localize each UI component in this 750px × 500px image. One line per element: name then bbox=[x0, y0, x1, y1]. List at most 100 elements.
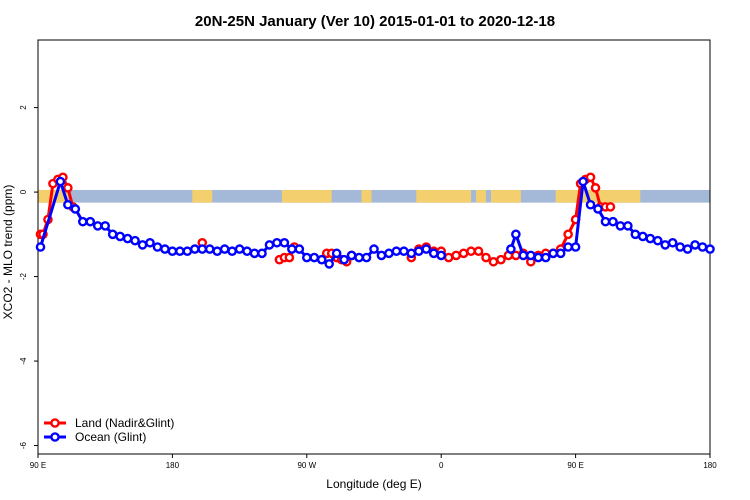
data-point bbox=[638, 231, 648, 242]
data-point bbox=[100, 221, 110, 231]
x-tick-label: 0 bbox=[439, 461, 444, 470]
data-point bbox=[473, 246, 484, 257]
data-point bbox=[563, 242, 573, 252]
legend: Land (Nadir&Glint)Ocean (Glint) bbox=[44, 416, 174, 444]
data-point bbox=[443, 252, 454, 263]
x-axis: 90 E 180 90 W 0 90 E 180 bbox=[30, 454, 717, 470]
y-tick-label: -4 bbox=[19, 357, 28, 365]
data-point bbox=[555, 248, 566, 259]
land-patch bbox=[416, 189, 472, 203]
x-tick-label: 90 E bbox=[567, 461, 583, 470]
data-point bbox=[309, 252, 320, 263]
data-point bbox=[361, 252, 372, 263]
legend-marker bbox=[50, 432, 60, 442]
data-point bbox=[608, 216, 618, 227]
data-point bbox=[623, 221, 633, 231]
chart-title: 20N-25N January (Ver 10) 2015-01-01 to 2… bbox=[195, 13, 555, 30]
data-point bbox=[376, 250, 387, 261]
data-point bbox=[413, 246, 424, 257]
data-point bbox=[145, 237, 155, 248]
data-point bbox=[316, 254, 327, 265]
data-point bbox=[369, 244, 379, 254]
data-point bbox=[242, 246, 252, 257]
data-point bbox=[458, 248, 469, 259]
land-patch bbox=[38, 189, 68, 203]
x-tick-label: 90 E bbox=[30, 461, 46, 470]
data-point bbox=[294, 244, 305, 254]
data-point bbox=[70, 204, 81, 214]
data-point bbox=[406, 248, 417, 259]
data-point bbox=[137, 240, 148, 250]
data-point bbox=[122, 233, 133, 244]
x-tick-label: 180 bbox=[703, 461, 717, 470]
land-patch bbox=[361, 189, 372, 203]
y-tick-label: 0 bbox=[19, 189, 28, 194]
data-point bbox=[652, 235, 663, 246]
data-point bbox=[55, 176, 66, 187]
data-point bbox=[697, 242, 708, 252]
data-point bbox=[496, 254, 506, 265]
surface-band bbox=[38, 189, 710, 203]
x-tick-label: 180 bbox=[166, 461, 180, 470]
data-point bbox=[548, 248, 559, 259]
data-point bbox=[533, 252, 544, 263]
data-point bbox=[563, 229, 573, 240]
data-point bbox=[324, 259, 335, 269]
data-point bbox=[615, 221, 626, 231]
data-point bbox=[339, 254, 349, 265]
data-point bbox=[645, 233, 656, 244]
series-1 bbox=[35, 176, 715, 269]
x-tick-label: 90 W bbox=[297, 461, 316, 470]
data-point bbox=[593, 204, 603, 214]
data-point bbox=[35, 242, 46, 252]
data-point bbox=[428, 248, 439, 259]
data-point bbox=[354, 252, 364, 263]
data-point bbox=[585, 172, 596, 183]
data-point bbox=[600, 216, 611, 227]
y-axis-label: XCO2 - MLO trend (ppm) bbox=[1, 185, 15, 320]
data-point bbox=[346, 250, 357, 261]
data-point bbox=[384, 248, 394, 259]
data-point bbox=[518, 250, 529, 261]
data-point bbox=[506, 244, 516, 254]
data-point bbox=[257, 248, 267, 259]
legend-marker bbox=[50, 418, 60, 428]
data-point bbox=[287, 244, 297, 254]
y-tick-label: -6 bbox=[19, 441, 28, 449]
land-patch bbox=[281, 189, 332, 203]
data-point bbox=[391, 246, 402, 257]
data-point bbox=[682, 244, 693, 254]
data-point bbox=[605, 202, 616, 212]
data-point bbox=[590, 183, 601, 193]
data-point bbox=[421, 244, 432, 254]
data-point bbox=[466, 246, 476, 257]
data-point bbox=[481, 252, 491, 263]
y-tick-label: -2 bbox=[19, 272, 28, 280]
data-point bbox=[690, 240, 700, 250]
data-point bbox=[585, 199, 596, 210]
series-0 bbox=[35, 172, 616, 267]
data-point bbox=[85, 216, 96, 227]
legend-label: Land (Nadir&Glint) bbox=[75, 416, 174, 430]
data-point bbox=[272, 237, 282, 248]
data-point bbox=[284, 252, 295, 263]
data-point bbox=[540, 252, 551, 263]
land-patch bbox=[490, 189, 521, 203]
data-point bbox=[130, 235, 140, 246]
data-point bbox=[115, 231, 125, 242]
data-point bbox=[219, 244, 230, 254]
data-point bbox=[331, 248, 342, 259]
data-point bbox=[175, 246, 185, 257]
data-point bbox=[197, 244, 208, 254]
data-point bbox=[570, 242, 581, 252]
data-point bbox=[78, 216, 88, 227]
data-point bbox=[660, 240, 671, 250]
data-point bbox=[667, 237, 678, 248]
data-point bbox=[212, 246, 222, 257]
land-patch bbox=[192, 189, 213, 203]
data-point bbox=[160, 244, 170, 254]
data-point bbox=[630, 229, 641, 240]
x-axis-label: Longitude (deg E) bbox=[326, 477, 421, 491]
land-patch bbox=[476, 189, 486, 203]
